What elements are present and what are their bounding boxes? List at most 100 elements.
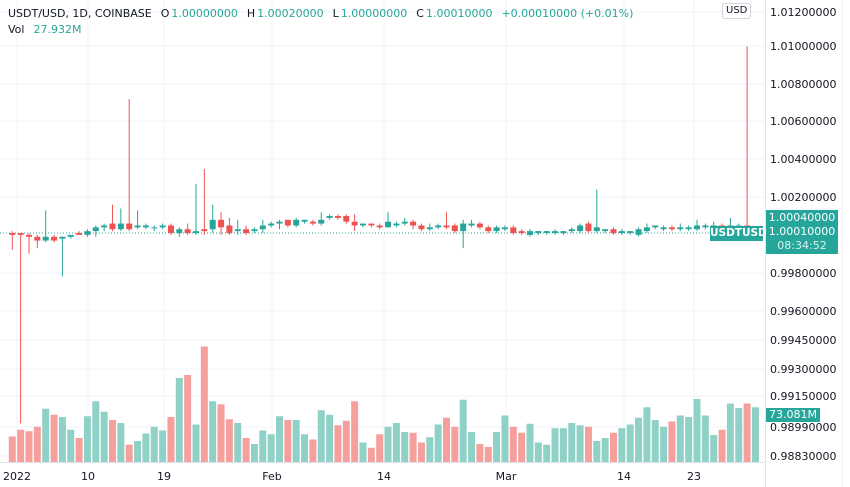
candle-body [418,225,425,230]
candle-body [92,227,99,232]
volume-bar [242,438,250,462]
candle-body [59,236,66,239]
close-label: C [416,7,424,20]
volume-bar [342,420,350,462]
volume-bar [426,437,434,462]
volume-bar [376,434,384,462]
candle-body [493,227,500,232]
volume-bar [284,420,292,462]
candle-body [184,229,191,233]
candle-body [460,223,467,232]
volume-bar [67,429,75,462]
candle-body [151,227,158,229]
volume-bar [676,415,684,462]
volume-bar [100,411,108,462]
volume-bar [25,431,33,462]
candle-body [618,231,625,233]
candle-body [134,225,141,228]
volume-bar [33,426,41,462]
volume-bar [434,424,442,462]
time-axis-label: 14 [377,470,391,483]
change-value: +0.00010000 (+0.01%) [501,7,634,20]
volume-value: 27.932M [33,23,82,36]
volume-bar [593,441,601,462]
price-axis-label: 0.98830000 [770,450,836,463]
volume-bar [643,407,651,462]
volume-bar [718,429,726,462]
volume-bar [267,434,275,462]
candle-body [34,236,41,241]
volume-bar [292,420,300,462]
volume-bar [576,425,584,462]
volume-bar [351,401,359,462]
volume-bar [417,442,425,462]
candle-body [518,231,525,233]
candle-body [593,227,600,232]
high-line-price: 1.00040000 [768,211,836,224]
candle-body [284,219,291,226]
candle-body [201,229,208,232]
volume-bar [476,444,484,462]
candle-body [410,221,417,226]
candle-body [176,229,183,233]
candle-body [401,221,408,224]
candle-body [76,233,83,235]
candle-body [527,231,533,235]
candle-body [84,231,91,235]
candle-body [652,225,659,228]
volume-bar [301,434,309,462]
candle-body [685,227,692,230]
volume-bar [109,420,116,462]
symbol-price-label: USDTUSD [710,226,767,241]
volume-bar [326,414,334,462]
volume-bar [660,426,668,462]
candle-body [42,236,49,241]
volume-bar [175,378,183,462]
volume-bar [392,423,400,462]
volume-bar [651,420,659,462]
volume-bar [384,426,392,462]
volume-bar [317,410,325,462]
candle-body [360,223,366,226]
candle-body [585,223,592,232]
candle-body [543,231,550,233]
time-axis-label: 2022 [3,470,31,483]
time-axis-label: Mar [496,470,517,483]
candle-body [702,225,709,228]
volume-bar [83,416,91,462]
currency-button[interactable]: USD [722,3,752,19]
ohlc-legend: USDT/USD, 1D, COINBASE O 1.00000000 H 1.00… [8,6,635,38]
candle-body [368,223,375,226]
volume-label: Vol [8,23,25,36]
candle-body [501,227,508,230]
bar-countdown: 08:34:52 [777,239,827,252]
open-value: 1.00000000 [171,7,238,20]
volume-bar [200,346,208,462]
candle-body [635,229,642,235]
volume-marker: 73.081M [766,408,820,422]
candle-body [485,227,492,232]
volume-bar [501,415,509,462]
candle-body [51,236,58,241]
volume-bar [526,423,534,462]
volume-bar [726,403,734,462]
volume-bar [584,426,592,462]
volume-bar [509,426,517,462]
candle-body [318,219,325,224]
candle-body [67,234,74,237]
candle-body [552,231,559,233]
open-label: O [160,7,170,20]
time-axis-label: Feb [262,470,281,483]
candle-body [126,223,133,230]
price-axis-label: 1.00200000 [770,191,836,204]
volume-bar [250,444,258,462]
volume-bar [701,415,709,462]
candle-body [268,223,275,226]
candle-body [218,219,225,228]
volume-bar [568,423,576,462]
low-value: 1.00000000 [340,7,408,20]
volume-bar [626,424,634,462]
volume-bar [484,447,492,462]
volume-bar [409,432,417,462]
